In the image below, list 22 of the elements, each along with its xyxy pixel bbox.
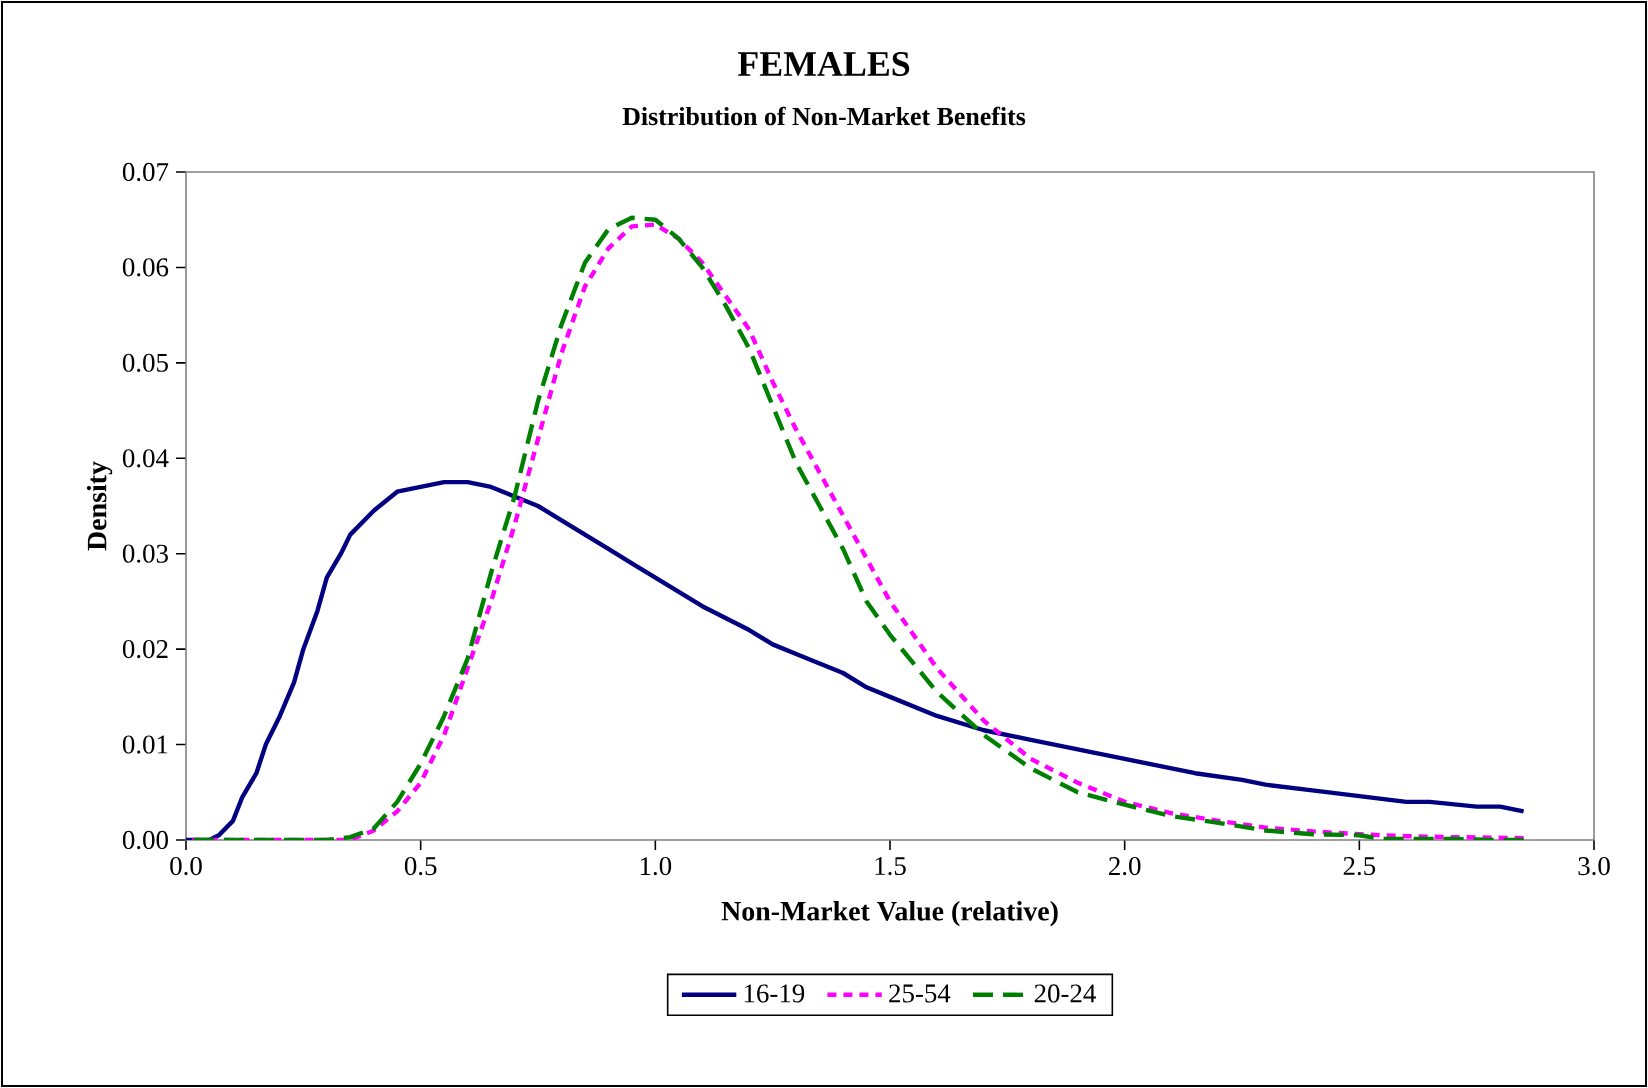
x-tick-label: 0.5 — [404, 857, 437, 876]
y-tick-label: 0.06 — [122, 258, 169, 277]
x-tick-label: 2.0 — [1109, 857, 1141, 876]
y-axis-title: Density — [86, 461, 113, 551]
chart-subtitle: Distribution of Non-Market Benefits — [622, 106, 1026, 126]
y-tick-label: 0.03 — [122, 544, 168, 563]
legend-label: 25-54 — [889, 984, 951, 1003]
y-tick-label: 0.01 — [122, 735, 168, 754]
y-tick-label: 0.00 — [122, 830, 168, 850]
chart-title: FEMALES — [737, 51, 910, 77]
y-tick-label: 0.02 — [122, 639, 168, 659]
y-tick-label: 0.05 — [122, 353, 168, 372]
x-tick-label: 3.0 — [1578, 857, 1610, 876]
x-tick-label: 1.0 — [640, 857, 672, 876]
x-axis-title: Non-Market Value (relative) — [721, 900, 1058, 927]
x-tick-label: 2.5 — [1343, 857, 1376, 876]
y-tick-label: 0.04 — [122, 449, 169, 468]
legend-label: 16-19 — [744, 984, 805, 1003]
legend-label: 20-24 — [1034, 984, 1096, 1003]
x-tick-label: 0.0 — [170, 857, 202, 876]
x-tick-label: 1.5 — [875, 857, 906, 876]
y-tick-label: 0.07 — [122, 162, 169, 182]
